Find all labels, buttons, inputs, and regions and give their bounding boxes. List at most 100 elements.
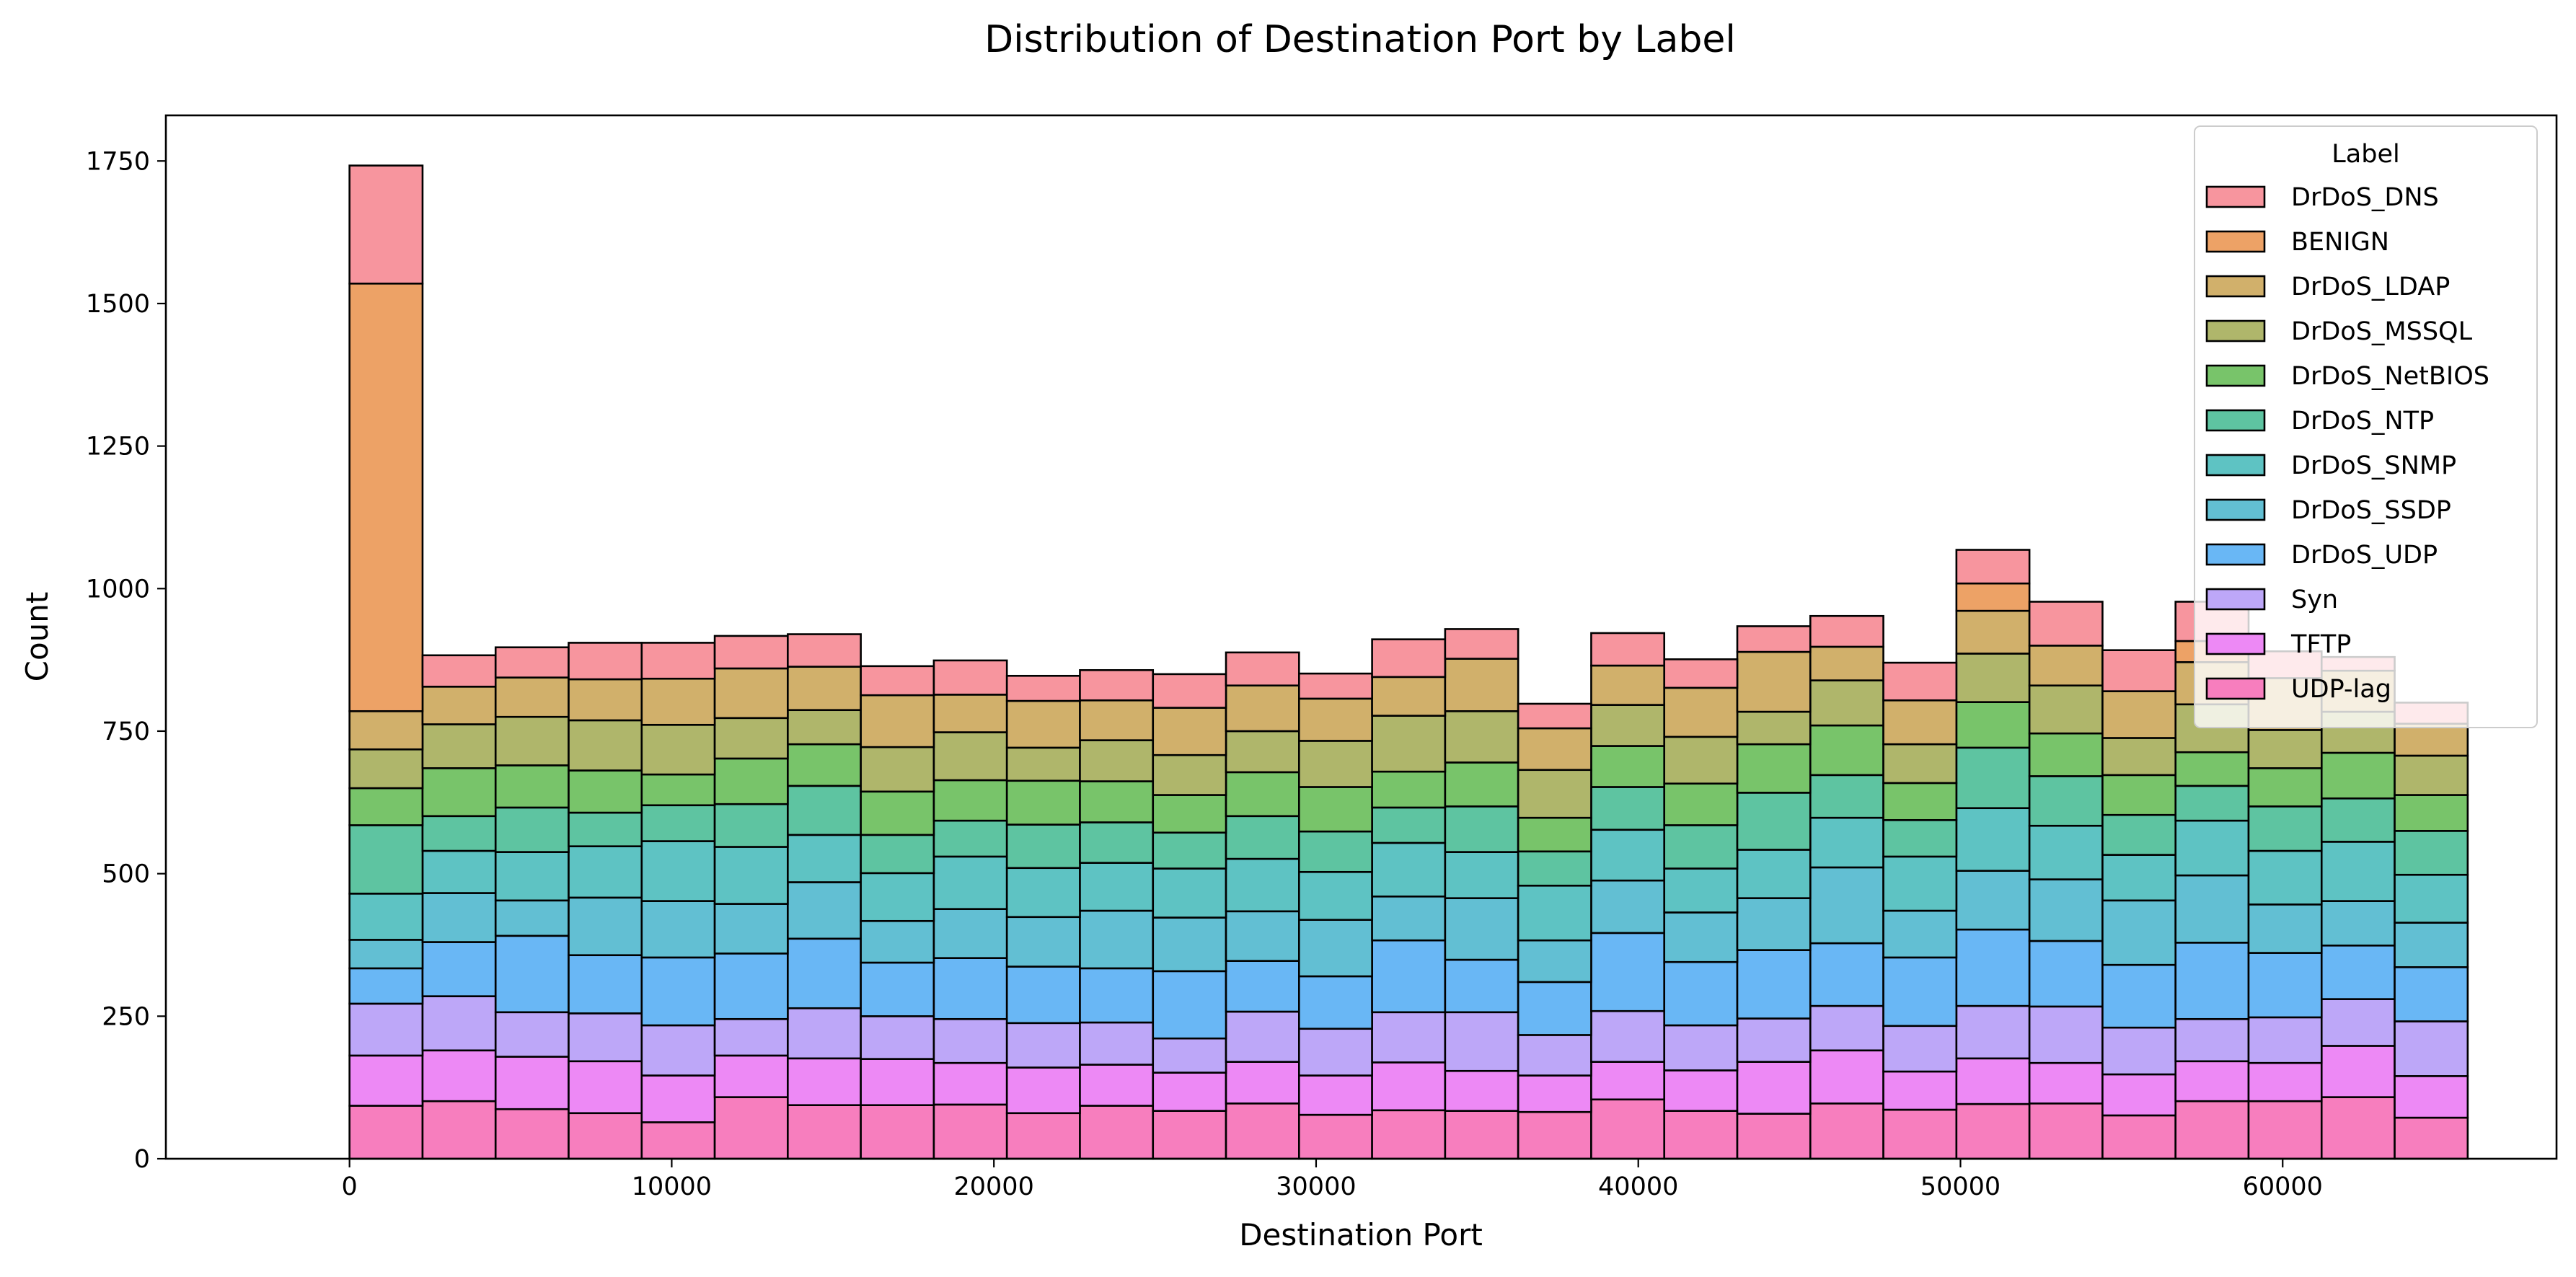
- bar-segment: [932, 1103, 1008, 1160]
- bar-segment: [932, 731, 1008, 782]
- bar-segment: [1809, 679, 1884, 727]
- bar-segment: [2028, 1103, 2104, 1160]
- bar-segment: [1079, 821, 1155, 864]
- bar-segment: [1882, 909, 1958, 959]
- bar-segment: [1517, 702, 1592, 730]
- bar-segment: [2028, 601, 2104, 647]
- bar-segment: [1663, 782, 1739, 826]
- bar-segment: [1517, 981, 1592, 1036]
- bar-segment: [1809, 1103, 1884, 1160]
- bar-segment: [568, 769, 643, 814]
- bar-segment: [1298, 919, 1373, 978]
- bar-segment: [713, 803, 789, 848]
- series-udp-lag: [348, 1096, 2469, 1160]
- bar-segment: [1079, 862, 1155, 912]
- bar-segment: [787, 881, 862, 940]
- bar-segment: [2247, 729, 2323, 769]
- y-tick-label: 250: [102, 1002, 150, 1031]
- bar-segment: [1590, 745, 1666, 788]
- bar-segment: [1225, 1061, 1300, 1105]
- bar-segment: [1663, 686, 1739, 738]
- bar-segment: [2320, 797, 2396, 843]
- y-tick-label: 1750: [86, 147, 150, 176]
- y-tick-label: 1500: [86, 290, 150, 319]
- bar-segment: [1955, 870, 2031, 931]
- bar-segment: [421, 767, 497, 818]
- bar-segment: [1955, 1057, 2031, 1105]
- legend-entry: DrDoS_LDAP: [2291, 273, 2450, 301]
- bar-segment: [640, 1121, 716, 1160]
- bar-segment: [787, 1104, 862, 1160]
- bar-segment: [2394, 754, 2469, 796]
- bar-segment: [1590, 632, 1666, 667]
- legend-swatch: [2205, 185, 2266, 208]
- bar-segment: [787, 937, 862, 1009]
- legend-entry: BENIGN: [2291, 228, 2389, 257]
- bar-segment: [2174, 874, 2250, 944]
- bar-segment: [2028, 1005, 2104, 1064]
- bar-segment: [421, 685, 497, 725]
- bar-segment: [1517, 769, 1592, 819]
- bar-segment: [1809, 1004, 1884, 1052]
- bar-segment: [1663, 1110, 1739, 1160]
- series-drdos-ssdp: [348, 866, 2469, 984]
- legend-entry: DrDoS_MSSQL: [2291, 317, 2473, 346]
- series-drdos-netbios: [348, 701, 2469, 853]
- bar-segment: [1152, 673, 1227, 709]
- bar-segment: [1736, 650, 1812, 713]
- bar-segment: [1152, 1071, 1227, 1112]
- bar-segment: [2101, 899, 2176, 966]
- bar-segment: [2247, 1100, 2323, 1160]
- legend-entry: DrDoS_SNMP: [2291, 451, 2456, 480]
- y-tick-label: 1000: [86, 575, 150, 604]
- bar-segment: [1152, 707, 1227, 756]
- bar-segment: [1444, 897, 1519, 961]
- plot-frame: [164, 114, 2558, 1160]
- bar-segment: [860, 961, 935, 1017]
- bar-segment: [860, 1058, 935, 1106]
- bar-segment: [1955, 1103, 2031, 1160]
- legend-entry: DrDoS_SSDP: [2291, 496, 2451, 525]
- bar-segment: [1882, 1025, 1958, 1073]
- bar-segment: [2101, 774, 2176, 816]
- bar-segment: [1005, 1022, 1081, 1069]
- bar-segment: [568, 896, 643, 957]
- bar-segment: [1444, 658, 1519, 712]
- bar-segment: [1882, 1070, 1958, 1111]
- y-tick-label: 1250: [86, 433, 150, 461]
- bar-segment: [494, 806, 570, 853]
- bar-segment: [1079, 780, 1155, 823]
- bar-segment: [348, 1002, 424, 1057]
- bar-segment: [640, 773, 716, 807]
- bar-segment: [932, 1017, 1008, 1064]
- bar-segment: [2101, 813, 2176, 856]
- bar-segment: [640, 677, 716, 726]
- bar-segment: [1225, 960, 1300, 1013]
- bar-segment: [1882, 819, 1958, 858]
- legend-entry: DrDoS_DNS: [2291, 183, 2439, 212]
- bar-segment: [2394, 794, 2469, 832]
- legend-entry: DrDoS_NetBIOS: [2291, 362, 2489, 391]
- bar-segment: [1882, 699, 1958, 746]
- bar-segment: [713, 1096, 789, 1160]
- bar-segment: [1809, 645, 1884, 681]
- bar-segment: [1517, 939, 1592, 984]
- bar-segment: [1225, 651, 1300, 687]
- legend-swatch: [2205, 230, 2266, 253]
- bar-segment: [2101, 1114, 2176, 1160]
- bar-segment: [1005, 674, 1081, 702]
- bar-segment: [348, 748, 424, 790]
- bar-segment: [2174, 1060, 2250, 1103]
- bar-segment: [2101, 854, 2176, 902]
- bar-segment: [932, 659, 1008, 696]
- bar-segment: [787, 785, 862, 836]
- bar-segment: [1298, 830, 1373, 873]
- bar-segment: [1882, 743, 1958, 785]
- bar-segment: [1955, 928, 2031, 1007]
- bar-segment: [348, 710, 424, 751]
- bar-segment: [1225, 1010, 1300, 1063]
- bar-segment: [2394, 966, 2469, 1022]
- bar-segment: [1371, 1061, 1447, 1112]
- bar-segment: [1444, 761, 1519, 808]
- bar-segment: [2394, 1075, 2469, 1119]
